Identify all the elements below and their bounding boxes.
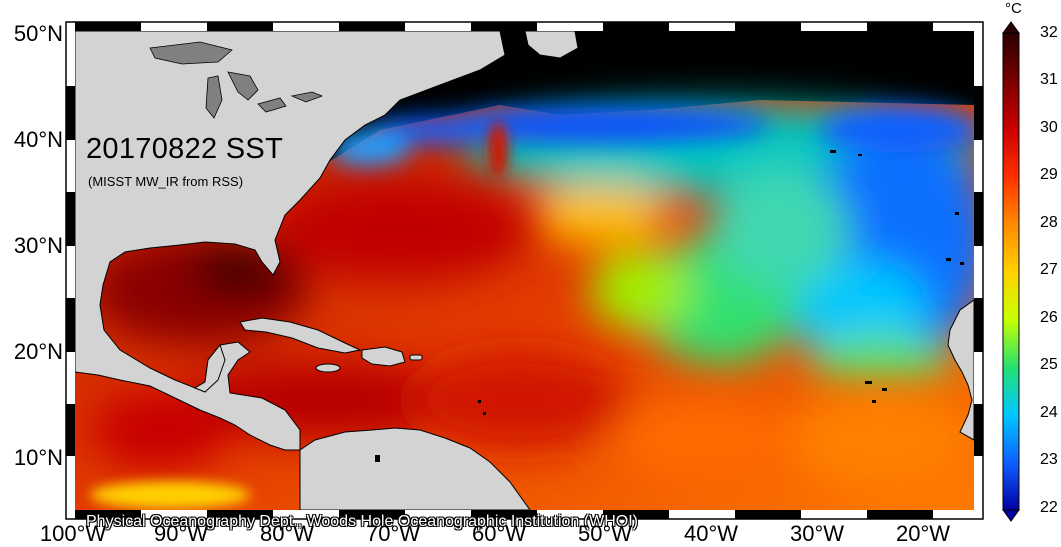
colorbar-tick: 24 xyxy=(1040,404,1058,421)
map-title: 20170822 SST xyxy=(86,133,284,165)
hispaniola-island xyxy=(361,346,406,367)
land xyxy=(75,31,974,510)
lat-label: 40°N xyxy=(13,127,63,152)
map-subtitle: (MISST MW_IR from RSS) xyxy=(88,174,244,189)
frame-ticks xyxy=(66,22,983,519)
africa-landmass xyxy=(947,299,974,441)
credit-line: Physical Oceanography Dept., Woods Hole … xyxy=(86,513,638,530)
lon-label: 40°W xyxy=(683,521,739,546)
lon-label: 90°W xyxy=(153,521,209,546)
lat-label: 50°N xyxy=(13,21,63,46)
small-islands xyxy=(375,150,964,462)
south-america-landmass xyxy=(299,427,531,510)
colorbar-tick: 32 xyxy=(1040,24,1058,41)
lon-label: 60°W xyxy=(471,521,527,546)
cuba-island xyxy=(239,317,362,354)
great-lakes xyxy=(149,41,324,119)
lon-label: 100°W xyxy=(39,521,107,546)
lat-label: 10°N xyxy=(13,445,63,470)
lon-label: 30°W xyxy=(789,521,845,546)
lat-label: 30°N xyxy=(13,233,63,258)
lon-label: 50°W xyxy=(577,521,633,546)
colorbar-tick: 26 xyxy=(1040,309,1058,326)
colorbar-tick: 25 xyxy=(1040,356,1058,373)
colorbar xyxy=(1002,21,1020,522)
colorbar-unit: °C xyxy=(1005,0,1022,17)
colorbar-tick: 29 xyxy=(1040,166,1058,183)
colorbar-tick: 30 xyxy=(1040,119,1058,136)
lat-label: 20°N xyxy=(13,339,63,364)
colorbar-tick: 22 xyxy=(1040,499,1058,516)
lon-label: 20°W xyxy=(895,521,951,546)
colorbar-tick: 28 xyxy=(1040,214,1058,231)
colorbar-tick: 27 xyxy=(1040,261,1058,278)
lon-label: 80°W xyxy=(259,521,315,546)
north-america-landmass xyxy=(75,31,506,451)
colorbar-tick: 23 xyxy=(1040,451,1058,468)
map-area xyxy=(75,31,974,510)
lon-label: 70°W xyxy=(365,521,421,546)
colorbar-tick: 31 xyxy=(1040,71,1058,88)
